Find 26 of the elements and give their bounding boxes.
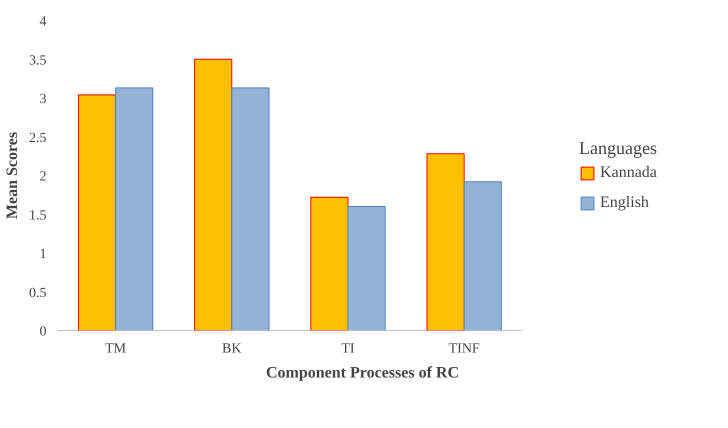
bar: [115, 87, 154, 330]
bar: [310, 196, 348, 330]
legend-label: Kannada: [600, 164, 657, 182]
y-tick-label: 1.5: [29, 208, 46, 224]
y-tick-label: 0.5: [29, 286, 46, 301]
x-axis-title: Component Processes of RC: [266, 364, 460, 382]
y-tick-label: 2: [40, 170, 46, 184]
legend-title: Languages: [579, 138, 657, 159]
bar: [464, 181, 502, 330]
y-tick-label: 1: [40, 247, 46, 262]
y-tick-label: 0: [40, 324, 46, 340]
legend-label: English: [600, 194, 649, 212]
y-tick-label: 4: [40, 14, 46, 30]
bar: [347, 206, 386, 330]
y-tick-label: 3.5: [29, 53, 46, 68]
bar: [194, 58, 232, 330]
y-tick-label: 3: [40, 92, 46, 107]
bar: [78, 94, 116, 330]
x-tick-label: BK: [222, 342, 242, 356]
x-tick-label: TINF: [448, 342, 480, 356]
x-tick-label: TI: [341, 342, 355, 356]
y-tick-label: 2.5: [29, 130, 46, 146]
bar: [231, 87, 270, 330]
bar: [426, 153, 465, 330]
x-tick-label: TM: [105, 342, 127, 356]
y-axis-title: Mean Scores: [4, 132, 21, 220]
